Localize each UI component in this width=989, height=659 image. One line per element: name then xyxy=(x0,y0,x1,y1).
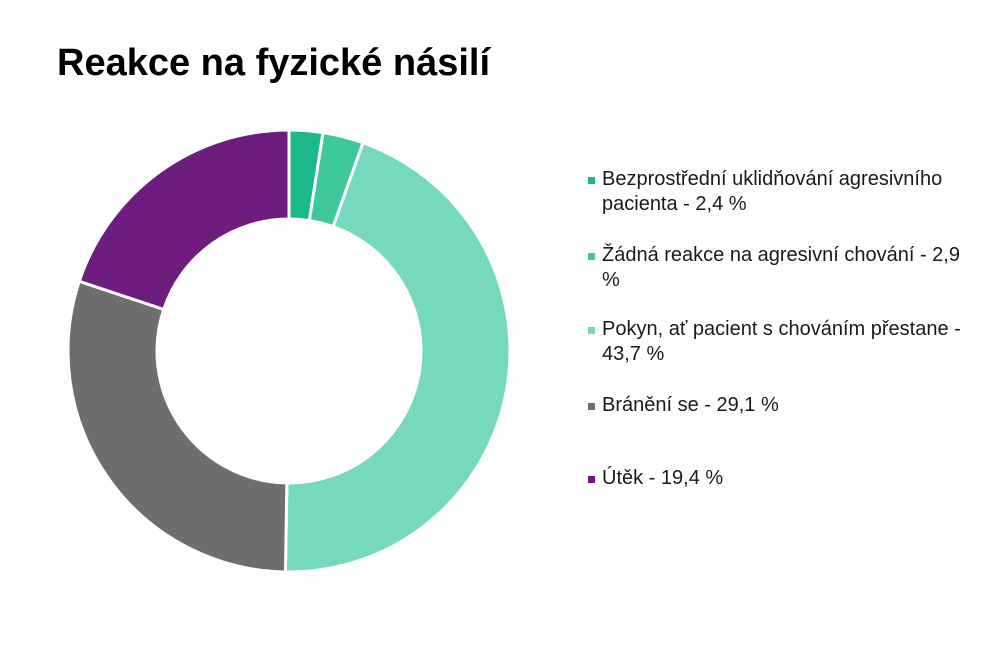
legend-item: Útěk - 19,4 % xyxy=(588,466,968,491)
legend-label: Pokyn, ať pacient s chováním přestane - … xyxy=(602,318,961,365)
legend-label: Bránění se - 29,1 % xyxy=(602,394,779,416)
legend-item: Bezprostřední uklidňování agresivního pa… xyxy=(588,167,968,217)
chart-title: Reakce na fyzické násilí xyxy=(57,42,491,84)
legend-swatch xyxy=(588,327,595,334)
legend-label: Bezprostřední uklidňování agresivního pa… xyxy=(602,168,943,215)
legend-swatch xyxy=(588,177,595,184)
donut-slice-4 xyxy=(66,279,289,574)
legend-item: Žádná reakce na agresivní chování - 2,9 … xyxy=(588,243,968,293)
legend-item: Pokyn, ať pacient s chováním přestane - … xyxy=(588,317,968,367)
legend-label: Útěk - 19,4 % xyxy=(602,467,724,489)
donut-slice-3 xyxy=(283,140,512,574)
legend-swatch xyxy=(588,403,595,410)
donut-slice-5 xyxy=(77,128,291,312)
legend-item: Bránění se - 29,1 % xyxy=(588,393,968,418)
legend-label: Žádná reakce na agresivní chování - 2,9 … xyxy=(602,244,960,291)
legend-swatch xyxy=(588,476,595,483)
legend-swatch xyxy=(588,253,595,260)
